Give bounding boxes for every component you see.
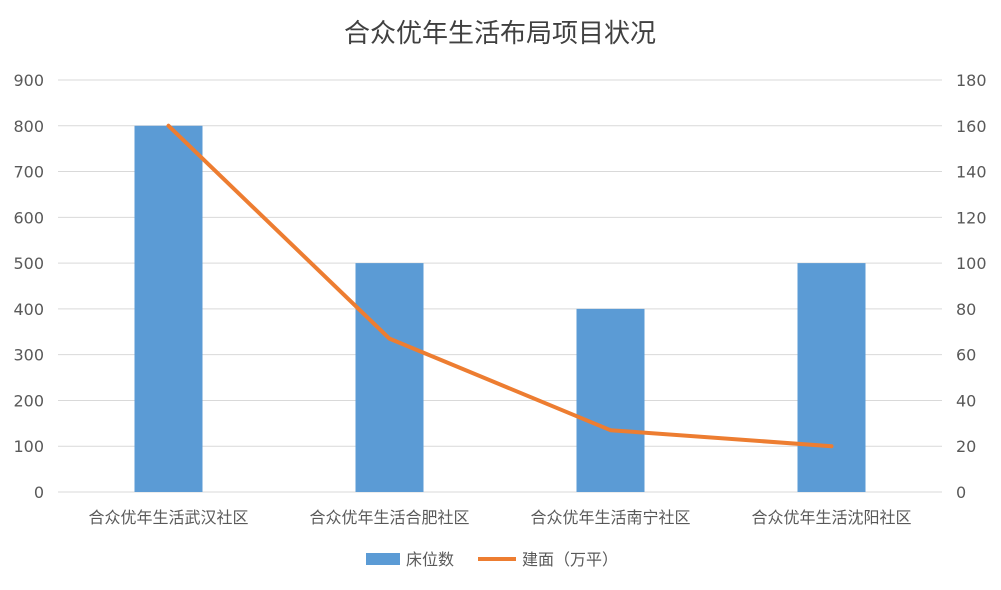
right-tick-label: 20 — [956, 437, 976, 456]
line-point — [389, 338, 390, 340]
line-point — [168, 125, 169, 127]
line-path — [166, 123, 834, 449]
left-tick-label: 200 — [13, 391, 44, 410]
right-axis: 0 20 40 60 80 100 120 140 160 180 — [956, 71, 987, 502]
right-tick-label: 40 — [956, 391, 976, 410]
left-tick-label: 600 — [13, 208, 44, 227]
right-tick-label: 60 — [956, 346, 976, 365]
right-tick-label: 0 — [956, 483, 966, 502]
bar — [576, 308, 645, 492]
right-tick-label: 80 — [956, 300, 976, 319]
chart-title: 合众优年生活布局项目状况 — [344, 19, 656, 49]
line-point — [831, 445, 832, 447]
right-tick-label: 120 — [956, 208, 987, 227]
left-tick-label: 700 — [13, 163, 44, 182]
legend: 床位数 建面（万平） — [366, 550, 618, 569]
legend-swatch-bar — [366, 553, 400, 565]
legend-label: 建面（万平） — [522, 550, 618, 569]
legend-label: 床位数 — [406, 550, 454, 569]
line-point — [610, 429, 611, 431]
bar — [355, 263, 424, 492]
left-tick-label: 400 — [13, 300, 44, 319]
right-tick-label: 180 — [956, 71, 987, 90]
left-tick-label: 800 — [13, 117, 44, 136]
left-axis: 0 100 200 300 400 500 600 700 800 900 — [13, 71, 44, 502]
left-tick-label: 300 — [13, 346, 44, 365]
right-tick-label: 160 — [956, 117, 987, 136]
line-series — [166, 123, 834, 449]
bar — [134, 125, 203, 493]
gridlines — [58, 79, 942, 493]
x-axis: 合众优年生活武汉社区 合众优年生活合肥社区 合众优年生活南宁社区 合众优年生活沈阳社区 — [88, 508, 911, 527]
bar — [797, 263, 866, 492]
category-label: 合众优年生活南宁社区 — [530, 508, 690, 527]
bar-series — [134, 125, 866, 493]
left-tick-label: 500 — [13, 254, 44, 273]
right-tick-label: 140 — [956, 163, 987, 182]
category-label: 合众优年生活武汉社区 — [88, 508, 248, 527]
left-tick-label: 0 — [34, 483, 44, 502]
left-tick-label: 100 — [13, 437, 44, 456]
left-tick-label: 900 — [13, 71, 44, 90]
category-label: 合众优年生活合肥社区 — [309, 508, 469, 527]
right-tick-label: 100 — [956, 254, 987, 273]
category-label: 合众优年生活沈阳社区 — [751, 508, 911, 527]
